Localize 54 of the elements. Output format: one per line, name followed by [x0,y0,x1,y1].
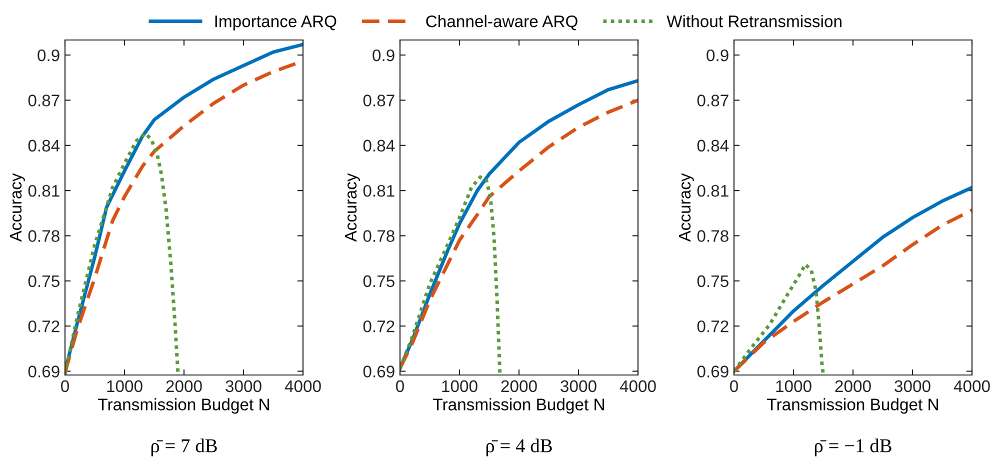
y-tick-label: 0.69 [363,366,394,378]
y-tick-label: 0.75 [363,275,394,288]
text: ρ̄ = −1 dB [814,438,892,456]
y-tick-label: 0.69 [697,366,728,378]
y-tick-label: 0.72 [363,320,394,332]
legend-label: Importance ARQ [215,15,336,31]
x-tick-label: 2000 [501,380,537,392]
y-tick-label: 0.9 [706,49,728,62]
y-tick-label: 0.81 [697,184,728,197]
x-tick-label: 3000 [226,380,262,392]
y-tick-label: 0.81 [363,184,394,197]
x-tick-label: 3000 [560,380,596,392]
line-series [65,132,180,375]
x-axis-title: Transmission Budget N [98,398,269,414]
text: ρ̄ = 4 dB [486,438,552,456]
y-tick-label: 0.87 [697,94,728,106]
x-tick-label: 0 [396,380,404,392]
x-tick-label: 4000 [620,380,656,392]
x-tick-label: 0 [61,380,69,392]
y-tick-label: 0.84 [28,140,60,152]
y-tick-label: 0.87 [28,94,60,106]
x-axis-title: Transmission Budget N [767,398,938,414]
y-tick-label: 0.87 [363,94,394,106]
y-tick-label: 0.84 [363,140,395,152]
legend-label: Channel-aware ARQ [426,15,578,30]
x-axis-title: Transmission Budget N [433,398,604,414]
x-tick-label: 4000 [954,380,990,392]
y-tick-label: 0.75 [697,275,728,288]
x-tick-label: 2000 [835,380,871,392]
text: ρ̄ = 7 dB [151,438,217,456]
y-axis-title: Accuracy [345,173,360,242]
x-tick-label: 1000 [776,380,812,392]
y-tick-label: 0.84 [697,140,729,152]
x-tick-label: 2000 [166,380,202,392]
y-axis-title: Accuracy [679,173,694,242]
legend-label: Without Retransmission [666,15,842,28]
y-tick-label: 0.78 [363,230,394,242]
y-tick-label: 0.78 [697,230,728,242]
y-tick-label: 0.69 [28,366,60,378]
x-tick-label: 4000 [284,380,321,392]
x-tick-label: 0 [730,380,738,392]
line-series [734,262,825,375]
y-tick-label: 0.72 [28,320,60,332]
y-tick-label: 0.81 [28,184,60,197]
y-tick-label: 0.9 [38,49,60,62]
y-tick-label: 0.78 [28,230,60,242]
y-tick-label: 0.75 [28,275,60,288]
y-axis-title: Accuracy [10,173,25,242]
y-tick-label: 0.72 [697,320,728,332]
x-tick-label: 1000 [442,380,478,392]
x-tick-label: 1000 [107,380,142,392]
x-tick-label: 3000 [894,380,930,392]
y-tick-label: 0.9 [372,49,394,62]
line-series [400,175,502,375]
